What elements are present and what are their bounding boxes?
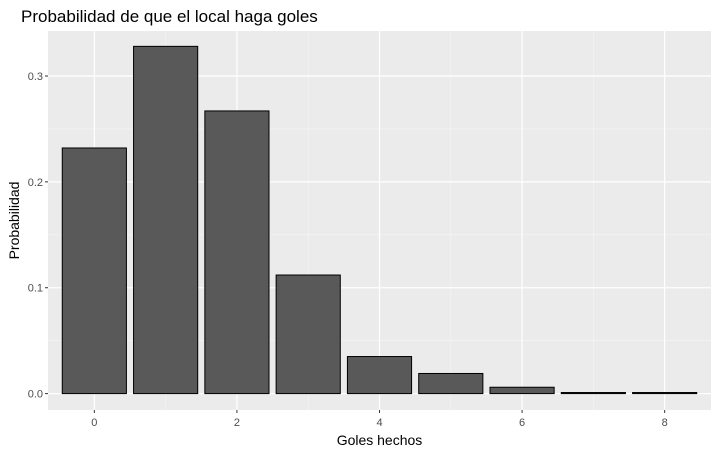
chart-title: Probabilidad de que el local haga goles	[21, 7, 318, 26]
bar-goals-3	[275, 274, 341, 395]
x-tick-label: 4	[376, 417, 382, 429]
x-axis-title: Goles hechos	[337, 432, 423, 448]
y-tick-label: 0.2	[28, 177, 43, 189]
x-axis-ticks: 0 2 4 6 8	[91, 410, 668, 429]
x-tick-label: 0	[91, 417, 97, 429]
x-tick-label: 2	[234, 417, 240, 429]
y-tick-label: 0.0	[28, 389, 43, 401]
bar-goals-1	[133, 45, 199, 395]
bar-goals-0	[61, 147, 127, 395]
y-axis-ticks: 0.0 0.1 0.2 0.3	[28, 71, 48, 401]
bars-group	[61, 45, 698, 395]
y-tick-label: 0.1	[28, 283, 43, 295]
y-tick-label: 0.3	[28, 71, 43, 83]
bar-goals-6	[489, 386, 555, 395]
bar-goals-2	[204, 110, 270, 395]
x-tick-label: 8	[662, 417, 668, 429]
bar-goals-7	[560, 392, 626, 395]
bar-goals-8	[632, 392, 698, 395]
bar-goals-4	[346, 356, 413, 395]
y-axis-title: Probabilidad	[6, 182, 22, 260]
bar-goals-5	[418, 372, 484, 395]
x-tick-label: 6	[519, 417, 525, 429]
